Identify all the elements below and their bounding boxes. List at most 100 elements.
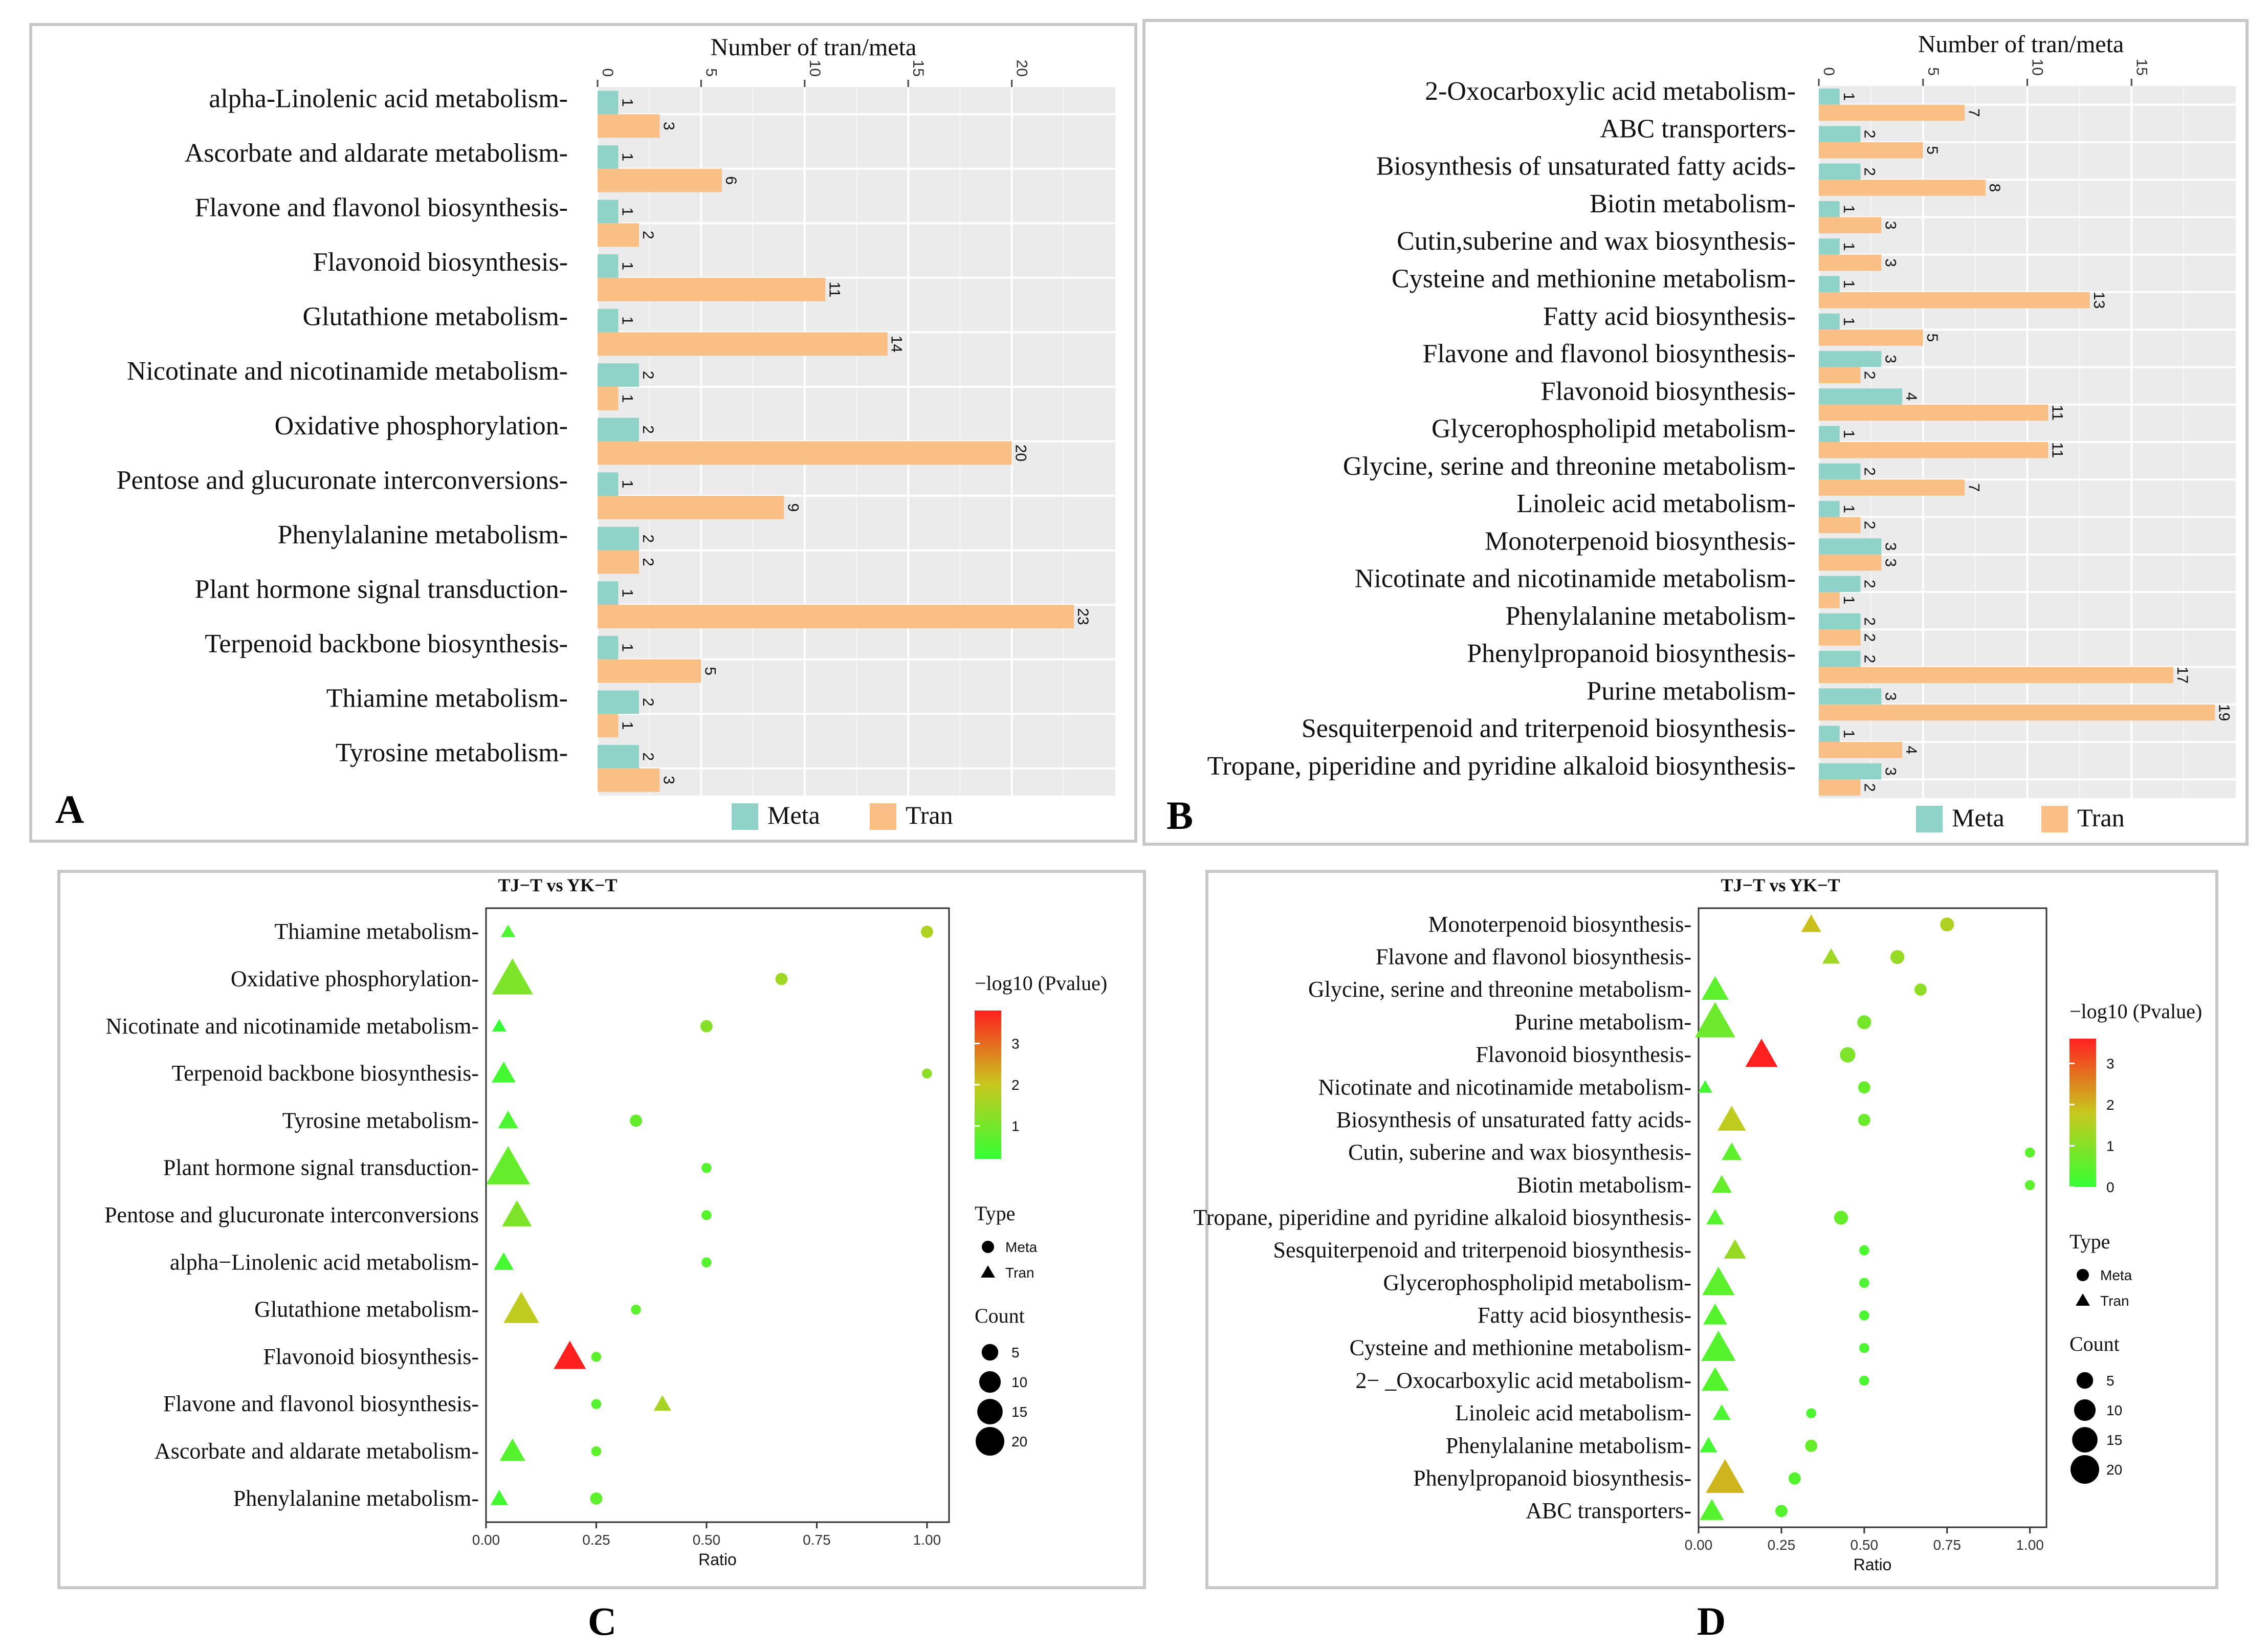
panel-b-bar-tran <box>1819 367 1861 383</box>
panel-a-bar-value-label: 2 <box>640 558 656 566</box>
panel-b-bar-tran <box>1819 142 1923 159</box>
panel-d-marker-tran <box>1706 1209 1724 1224</box>
panel-b-bar-value-label: 2 <box>1861 617 1878 626</box>
panel-c-marker-tran <box>499 1438 525 1461</box>
panel-d-color-bar-tick-label: 1 <box>2106 1138 2115 1154</box>
panel-c-category-label: Nicotinate and nicotinamide metabolism- <box>106 1014 479 1039</box>
panel-c-marker-tran <box>492 1061 516 1083</box>
panel-c-count-legend-key <box>981 1344 999 1361</box>
panel-d-category-label: Linoleic acid metabolism- <box>1455 1400 1691 1425</box>
panel-b-letter: B <box>1166 793 1193 838</box>
panel-b-bar-meta <box>1819 763 1882 780</box>
panel-b-bar-value-label: 1 <box>1840 596 1857 604</box>
panel-b-category-label: Linoleic acid metabolism- <box>1516 489 1796 518</box>
panel-b-bar-meta <box>1819 163 1861 180</box>
panel-b-bar-value-label: 3 <box>1882 767 1899 776</box>
panel-b-bar-meta <box>1819 726 1840 742</box>
panel-b-bar-value-label: 3 <box>1882 258 1899 267</box>
panel-c-marker-tran <box>492 958 534 995</box>
panel-d-marker-meta <box>1859 1278 1869 1288</box>
panel-a-x-tick-label: 10 <box>806 60 823 77</box>
panel-b-x-tick-label: 15 <box>2133 59 2150 76</box>
panel-b-bar-value-label: 1 <box>1840 205 1857 213</box>
panel-a-category-label: Oxidative phosphorylation- <box>275 411 568 441</box>
panel-d-category-label: Biotin metabolism- <box>1517 1172 1691 1197</box>
panel-a-category-label: Ascorbate and aldarate metabolism- <box>185 139 568 168</box>
panel-a-bar-meta <box>598 418 639 442</box>
panel-c-color-bar-tick-label: 2 <box>1011 1077 1020 1093</box>
panel-c-marker-tran <box>501 925 516 937</box>
panel-c-type-legend-meta-key <box>982 1241 994 1253</box>
panel-d-category-label: Sesquiterpenoid and triterpenoid biosynt… <box>1273 1238 1691 1263</box>
panel-d-marker-tran <box>1701 1330 1736 1361</box>
panel-d-marker-meta <box>1859 1310 1869 1321</box>
panel-c-count-legend-key <box>979 1371 1001 1393</box>
panel-c-count-legend-label: 15 <box>1011 1404 1027 1420</box>
panel-a-legend-key-tran <box>870 803 896 830</box>
panel-b-bar-value-label: 1 <box>1840 243 1857 251</box>
panel-a-bar-tran <box>598 496 784 519</box>
panel-a-bar-tran <box>598 386 619 410</box>
panel-d-marker-tran <box>1822 948 1840 964</box>
panel-b-bar-value-label: 2 <box>1861 633 1878 642</box>
panel-a-bar-meta <box>598 526 639 551</box>
panel-b-bar-meta <box>1819 538 1882 555</box>
panel-c-x-axis-title: Ratio <box>698 1550 737 1569</box>
panel-d-count-legend-key <box>2072 1427 2098 1453</box>
panel-d-count-legend-label: 20 <box>2106 1462 2122 1478</box>
panel-b-category-label: Flavone and flavonol biosynthesis- <box>1423 339 1796 368</box>
panel-d-marker-tran <box>1706 1459 1745 1493</box>
panel-d-type-legend-title: Type <box>2069 1230 2110 1253</box>
panel-a-bar-value-label: 2 <box>640 231 656 239</box>
panel-c-marker-tran <box>486 1146 530 1184</box>
panel-c-marker-tran <box>502 1200 532 1226</box>
panel-a-bar-tran <box>598 223 639 247</box>
panel-b-bar-value-label: 1 <box>1840 430 1857 438</box>
panel-b-bar-tran <box>1819 479 1965 496</box>
panel-a-letter: A <box>55 787 84 831</box>
panel-b-bar-value-label: 2 <box>1861 371 1878 380</box>
panel-d-title: TJ−T vs YK−T <box>1721 875 1840 895</box>
panel-b-bar-value-label: 2 <box>1861 654 1878 663</box>
panel-b-category-label: Cysteine and methionine metabolism- <box>1392 264 1796 293</box>
panel-d-marker-meta <box>1834 1211 1848 1225</box>
panel-b-x-tick-label: 0 <box>1820 67 1837 76</box>
panel-d-category-label: ABC transporters- <box>1526 1498 1691 1523</box>
panel-c-marker-meta <box>591 1352 602 1362</box>
panel-b-bar-value-label: 1 <box>1840 93 1857 101</box>
panel-a-bar-value-label: 1 <box>619 262 635 271</box>
panel-c-category-label: Glutathione metabolism- <box>254 1297 479 1322</box>
panel-d-category-label: Monoterpenoid biosynthesis- <box>1428 912 1691 937</box>
panel-b-bar-tran <box>1819 217 1882 233</box>
panel-d-category-label: Flavone and flavonol biosynthesis- <box>1376 945 1691 970</box>
panel-c-x-tick-label: 0.75 <box>803 1532 831 1548</box>
panel-d-marker-tran <box>1717 1106 1746 1131</box>
panel-b-bar-value-label: 1 <box>1840 280 1857 289</box>
panel-a-category-label: Plant hormone signal transduction- <box>195 575 568 604</box>
panel-d-category-label: Biosynthesis of unsaturated fatty acids- <box>1336 1107 1691 1132</box>
panel-c-color-legend-title: −log10 (Pvalue) <box>975 972 1107 995</box>
panel-c-category-label: Phenylalanine metabolism- <box>233 1486 479 1511</box>
panel-a-bar-value-label: 3 <box>660 122 677 130</box>
panel-d-marker-tran <box>1801 914 1821 932</box>
panel-b-bar-value-label: 5 <box>1924 334 1941 342</box>
panel-a-category-label: Terpenoid backbone biosynthesis- <box>205 629 568 658</box>
panel-b-category-label: Biosynthesis of unsaturated fatty acids- <box>1376 152 1796 181</box>
panel-d-marker-tran <box>1722 1143 1742 1160</box>
panel-b-bar-value-label: 2 <box>1861 580 1878 588</box>
panel-c-plot-area <box>485 907 950 1523</box>
panel-b-bar-meta <box>1819 688 1882 705</box>
panel-c-marker-tran <box>653 1395 671 1411</box>
panel-c-marker-tran <box>492 1019 507 1032</box>
panel-b-bar-value-label: 1 <box>1840 504 1857 513</box>
panel-d-x-axis-title: Ratio <box>1854 1555 1892 1574</box>
panel-b-bar-value-label: 13 <box>2090 292 2107 309</box>
panel-b-bar-value-label: 7 <box>1965 484 1982 492</box>
panel-d-x-tick-label: 0.75 <box>1933 1537 1961 1553</box>
panel-b-bar-tran <box>1819 292 2090 309</box>
panel-d-letter: D <box>1697 1599 1726 1643</box>
panel-a-bar-tran <box>598 168 722 192</box>
panel-d-category-label: Cutin, suberine and wax biosynthesis- <box>1348 1140 1691 1165</box>
panel-b-legend-key-tran <box>2041 806 2068 832</box>
panel-a-x-tick-label: 5 <box>702 68 719 77</box>
